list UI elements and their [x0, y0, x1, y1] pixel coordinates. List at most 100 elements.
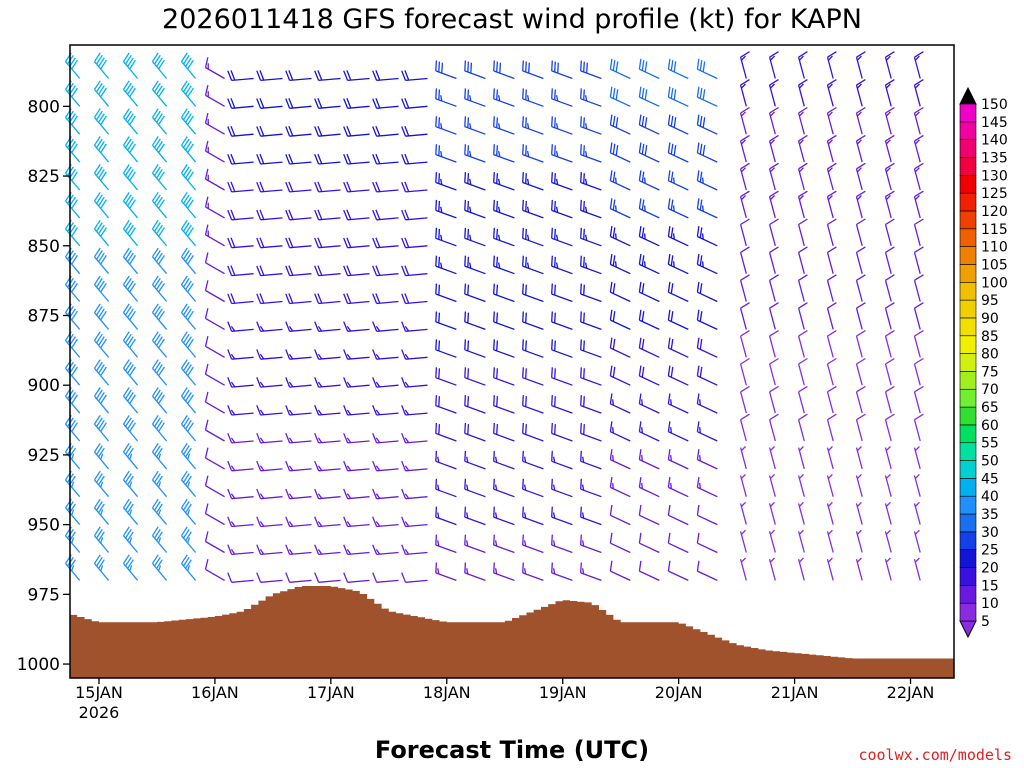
colorbar-swatch — [959, 103, 977, 123]
wind-barb — [93, 164, 110, 191]
wind-barb — [768, 190, 779, 219]
wind-barb — [609, 421, 631, 442]
wind-barb — [609, 365, 631, 386]
wind-barb — [204, 363, 225, 386]
wind-barb — [638, 170, 660, 191]
wind-barb — [122, 247, 139, 275]
wind-barb — [667, 198, 689, 219]
wind-barb — [580, 311, 602, 331]
wind-barb — [913, 162, 924, 191]
colorbar-swatch — [959, 549, 977, 568]
wind-barb — [493, 562, 515, 582]
wind-barb — [343, 460, 370, 472]
wind-barb — [64, 247, 81, 275]
wind-barb — [638, 86, 660, 107]
wind-barb — [285, 209, 312, 221]
wind-barb — [739, 446, 747, 470]
wind-barb — [739, 134, 750, 163]
wind-barb — [314, 70, 341, 82]
y-tick-label: 925 — [28, 446, 60, 466]
wind-barb — [372, 572, 399, 583]
wind-barb — [638, 532, 660, 554]
wind-barb — [913, 79, 924, 107]
wind-barb — [256, 432, 283, 444]
wind-barb — [855, 501, 863, 525]
wind-barb — [343, 572, 370, 583]
wind-barb — [739, 529, 747, 553]
wind-barb — [372, 125, 399, 137]
wind-barb — [913, 190, 924, 219]
wind-barb — [826, 162, 837, 191]
wind-barb — [913, 473, 921, 497]
wind-barb — [151, 191, 168, 219]
wind-barb — [256, 237, 283, 249]
wind-barb — [638, 393, 660, 414]
wind-barb — [227, 405, 254, 416]
wind-barb — [551, 255, 573, 275]
colorbar-label: 10 — [981, 596, 999, 612]
wind-barb — [343, 153, 370, 165]
terrain-surface — [70, 586, 954, 678]
wind-barb — [884, 302, 895, 330]
wind-barb — [93, 387, 110, 414]
wind-barb — [855, 529, 863, 553]
wind-barb — [93, 219, 110, 247]
wind-barb — [180, 219, 197, 247]
wind-barbs — [64, 51, 924, 583]
wind-barb — [204, 336, 225, 358]
wind-barb — [64, 331, 81, 358]
wind-barb — [343, 237, 370, 249]
wind-barb — [855, 357, 866, 386]
wind-barb — [638, 198, 660, 219]
wind-barb — [151, 275, 168, 302]
y-axis: 800 825 850 875 900 925 950 975 1000 — [17, 97, 70, 675]
wind-barb — [227, 321, 254, 332]
wind-barb — [913, 413, 924, 442]
wind-barb — [64, 470, 81, 498]
wind-barb — [122, 387, 139, 414]
wind-barb — [372, 181, 399, 193]
wind-barb — [180, 554, 197, 581]
colorbar-swatch — [959, 264, 977, 283]
wind-barb — [739, 357, 750, 386]
wind-barb — [638, 365, 660, 386]
wind-barb — [256, 349, 283, 360]
wind-barb — [522, 506, 544, 526]
wind-barb — [768, 218, 779, 246]
colorbar-label: 40 — [981, 489, 999, 505]
wind-barb — [343, 544, 370, 556]
y-tick-label: 825 — [28, 167, 60, 187]
x-tick-label: 16JAN — [191, 683, 239, 702]
wind-barb — [855, 246, 866, 274]
wind-barb — [93, 498, 110, 526]
wind-barb — [464, 283, 486, 303]
wind-barb — [609, 253, 631, 275]
wind-barb — [151, 442, 168, 470]
wind-barb — [826, 302, 837, 330]
wind-barb — [580, 227, 602, 247]
wind-barb — [826, 357, 837, 386]
wind-barb — [739, 330, 750, 358]
wind-barb — [580, 422, 602, 442]
wind-barb — [401, 488, 428, 500]
wind-barb — [122, 136, 139, 163]
wind-barb — [609, 58, 631, 80]
wind-barb — [551, 88, 573, 107]
wind-barb — [493, 311, 515, 331]
wind-barb — [343, 349, 370, 360]
credit-link[interactable]: coolwx.com/models — [858, 746, 1012, 764]
wind-barb — [638, 114, 660, 135]
wind-barb — [435, 116, 457, 135]
wind-barb — [667, 114, 689, 135]
wind-barb — [464, 422, 486, 442]
wind-barb — [551, 478, 573, 498]
wind-barb — [151, 331, 168, 358]
wind-barb — [435, 283, 457, 303]
wind-barb — [696, 477, 718, 498]
wind-barb — [435, 144, 457, 163]
wind-barb — [227, 488, 254, 500]
colorbar-swatch — [959, 585, 977, 604]
wind-barb — [884, 357, 895, 386]
wind-barb — [343, 516, 370, 528]
wind-barb — [826, 190, 837, 219]
